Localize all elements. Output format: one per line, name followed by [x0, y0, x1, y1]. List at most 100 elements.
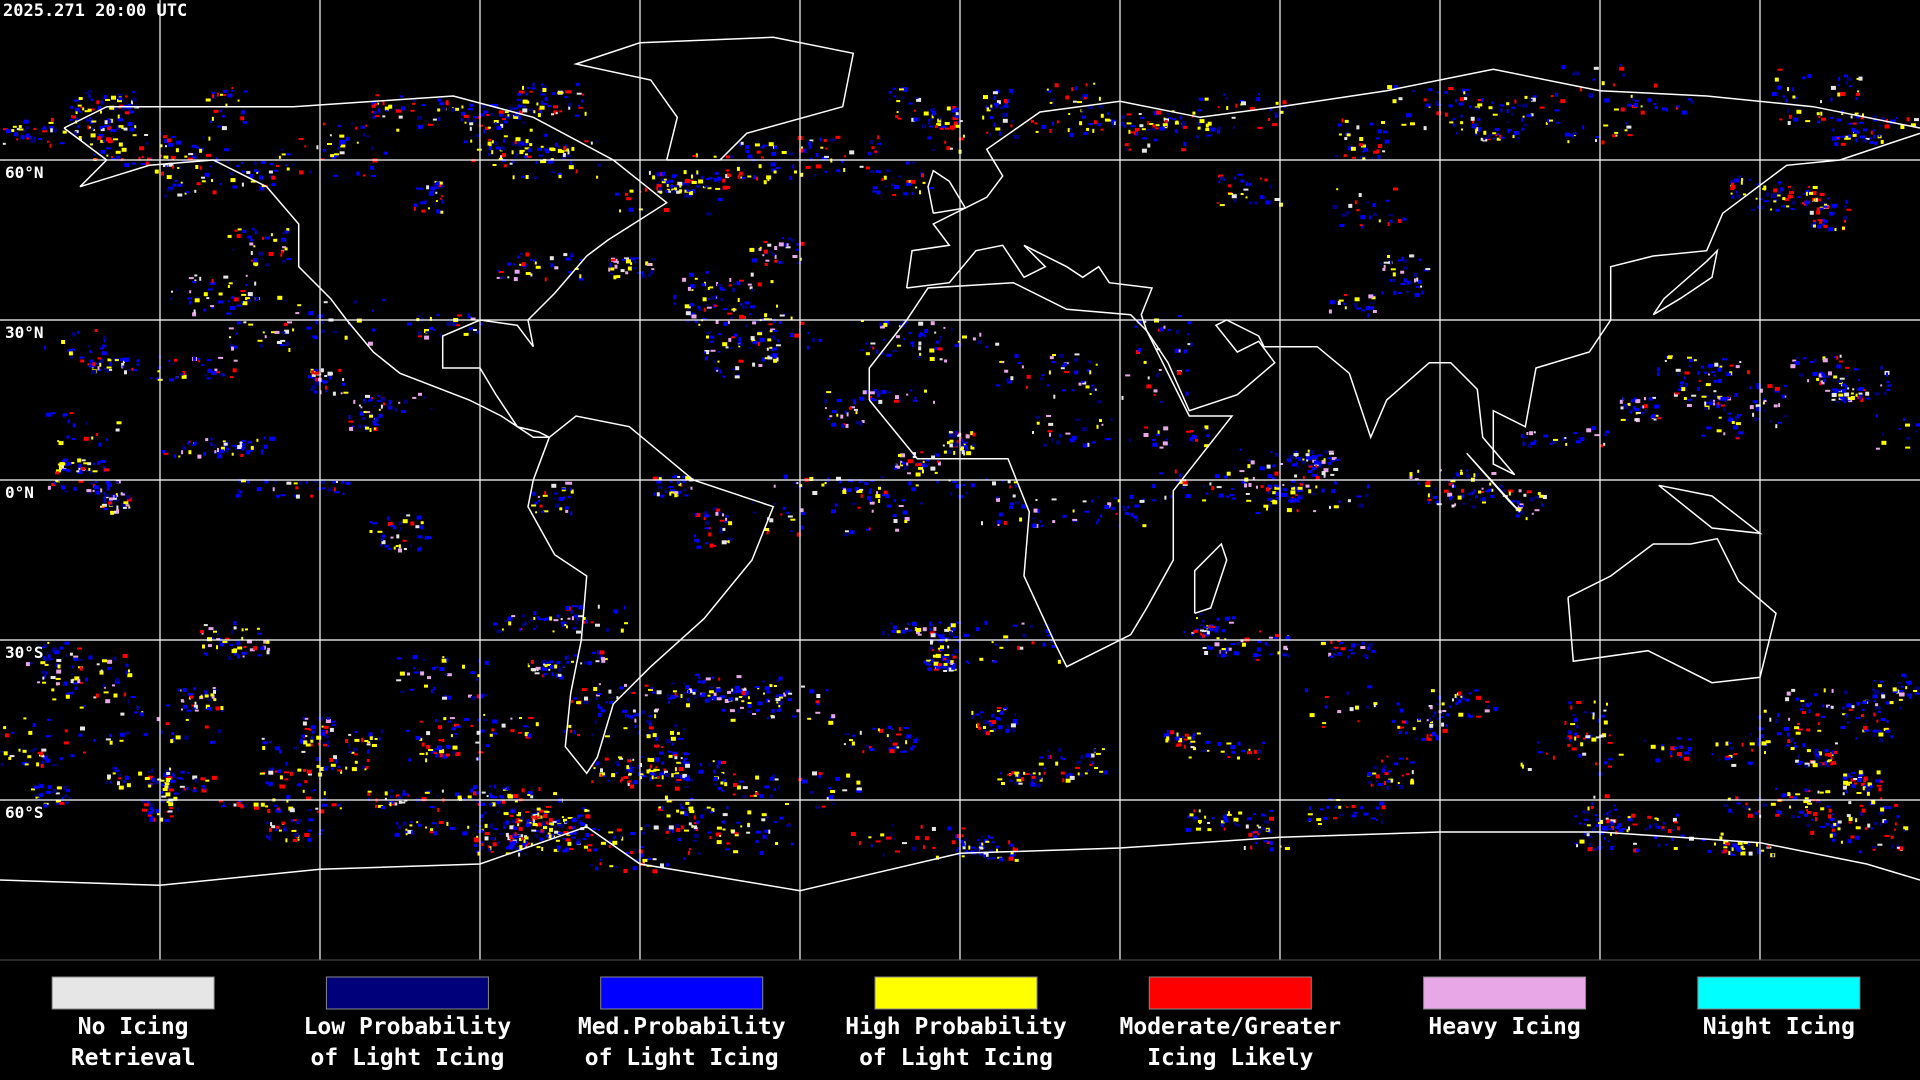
icing-pixel: [656, 784, 662, 787]
icing-pixel: [553, 110, 558, 115]
icing-pixel: [420, 671, 425, 676]
icing-pixel: [1010, 124, 1013, 128]
icing-pixel: [1627, 402, 1631, 406]
icing-pixel: [624, 683, 627, 687]
icing-pixel: [1574, 71, 1580, 76]
icing-pixel: [1065, 95, 1070, 100]
icing-pixel: [1360, 646, 1366, 649]
icing-pixel: [1898, 689, 1904, 692]
icing-pixel: [698, 676, 701, 680]
icing-pixel: [245, 628, 248, 631]
icing-pixel: [619, 779, 622, 783]
icing-pixel: [1444, 90, 1448, 94]
icing-pixel: [769, 518, 774, 523]
icing-pixel: [297, 818, 302, 823]
icing-pixel: [808, 157, 811, 161]
icing-pixel: [1747, 761, 1753, 765]
icing-pixel: [1508, 129, 1511, 134]
icing-pixel: [1830, 824, 1834, 829]
icing-pixel: [1154, 127, 1159, 130]
icing-pixel: [950, 632, 954, 637]
icing-pixel: [746, 710, 752, 713]
icing-pixel: [873, 389, 877, 393]
icing-pixel: [1092, 761, 1095, 765]
icing-pixel: [79, 666, 83, 671]
icing-pixel: [658, 772, 663, 776]
icing-pixel: [652, 476, 658, 481]
icing-pixel: [1807, 704, 1810, 708]
icing-pixel: [685, 808, 689, 810]
icing-pixel: [964, 838, 968, 841]
icing-pixel: [508, 787, 511, 791]
icing-pixel: [1831, 203, 1837, 208]
icing-pixel: [184, 155, 188, 158]
icing-pixel: [1810, 760, 1815, 764]
icing-pixel: [231, 649, 237, 654]
icing-pixel: [888, 725, 892, 729]
icing-pixel: [318, 742, 320, 746]
icing-pixel: [995, 104, 998, 109]
icing-pixel: [745, 150, 750, 154]
icing-pixel: [566, 625, 568, 629]
icing-pixel: [362, 133, 366, 137]
icing-pixel: [999, 710, 1004, 715]
icing-pixel: [597, 650, 600, 655]
icing-pixel: [374, 417, 379, 422]
icing-pixel: [1800, 700, 1805, 702]
icing-pixel: [443, 717, 447, 721]
icing-pixel: [290, 770, 293, 773]
icing-pixel: [167, 810, 173, 813]
icing-pixel: [1435, 703, 1439, 705]
icing-pixel: [685, 773, 688, 777]
icing-pixel: [885, 185, 887, 188]
icing-pixel: [1448, 480, 1452, 482]
icing-pixel: [1226, 647, 1232, 651]
icing-pixel: [913, 117, 919, 122]
icing-pixel: [118, 113, 122, 117]
icing-pixel: [964, 850, 968, 855]
icing-pixel: [144, 777, 150, 780]
icing-pixel: [722, 820, 725, 825]
icing-pixel: [1818, 207, 1824, 210]
icing-pixel: [1608, 765, 1612, 768]
icing-pixel: [543, 826, 547, 830]
icing-pixel: [989, 722, 994, 727]
icing-pixel: [1152, 484, 1156, 489]
icing-pixel: [1182, 483, 1188, 486]
icing-pixel: [1371, 156, 1374, 161]
icing-pixel: [119, 118, 124, 122]
icing-pixel: [1228, 811, 1230, 816]
icing-pixel: [79, 111, 82, 113]
icing-pixel: [1851, 705, 1855, 709]
icing-pixel: [686, 697, 689, 702]
icing-pixel: [361, 737, 363, 742]
icing-pixel: [1388, 214, 1394, 217]
icing-pixel: [665, 189, 669, 193]
icing-pixel: [1590, 734, 1593, 737]
icing-pixel: [1353, 811, 1358, 814]
icing-pixel: [515, 821, 521, 824]
icing-pixel: [567, 150, 570, 155]
icing-pixel: [1334, 155, 1339, 158]
icing-pixel: [539, 837, 544, 841]
icing-pixel: [57, 440, 60, 443]
icing-pixel: [438, 739, 444, 742]
icing-pixel: [634, 725, 637, 728]
icing-pixel: [436, 666, 439, 669]
icing-pixel: [874, 150, 878, 153]
icing-pixel: [339, 807, 342, 810]
icing-pixel: [293, 832, 299, 837]
icing-pixel: [273, 169, 279, 172]
icing-pixel: [1873, 712, 1876, 717]
icing-pixel: [634, 718, 637, 723]
icing-pixel: [679, 184, 682, 188]
icing-pixel: [1234, 176, 1237, 180]
icing-pixel: [100, 110, 102, 114]
icing-pixel: [23, 119, 29, 124]
icing-pixel: [365, 766, 369, 770]
icing-pixel: [1196, 617, 1198, 620]
icing-pixel: [103, 125, 109, 128]
icing-pixel: [983, 95, 988, 100]
icing-pixel: [915, 186, 918, 189]
icing-pixel: [1614, 131, 1619, 134]
